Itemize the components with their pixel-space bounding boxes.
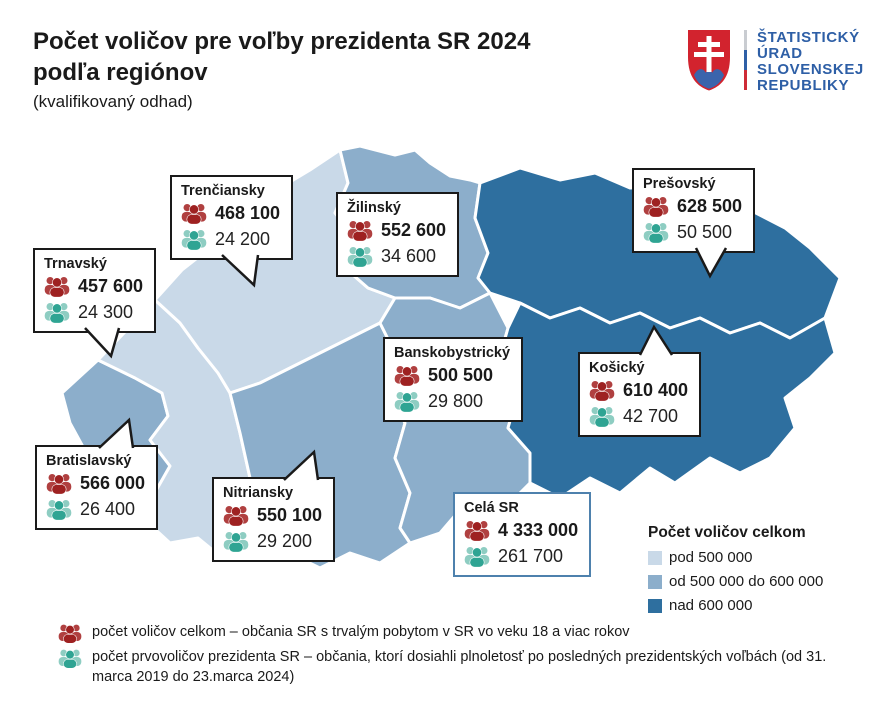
users-red-icon [58, 623, 82, 643]
legend-swatch-dark [648, 598, 662, 613]
users-teal-icon [46, 498, 72, 520]
legend-label: pod 500 000 [669, 549, 753, 566]
footnote-text: počet prvovoličov prezidenta SR – občani… [92, 649, 827, 685]
total-voters-value: 628 500 [677, 195, 743, 216]
first-voters-value: 261 700 [498, 545, 564, 566]
footnote-first-voters: počet prvovoličov prezidenta SR – občani… [58, 647, 858, 687]
logo-line2: ÚRAD [757, 45, 803, 62]
statistical-office-logo: ŠTATISTICKÝ ÚRAD SLOVENSKEJ REPUBLIKY [686, 28, 864, 94]
logo-divider [744, 30, 747, 90]
total-voters-value: 468 100 [215, 202, 281, 223]
callout-banskobystricky: Banskobystrický 500 500 29 800 [383, 337, 524, 422]
footnote-total-voters: počet voličov celkom – občania SR s trva… [58, 622, 858, 643]
legend-label: od 500 000 do 600 000 [669, 573, 824, 590]
map-legend: Počet voličov celkom pod 500 000 od 500 … [648, 524, 823, 621]
users-teal-icon [347, 245, 373, 267]
users-red-icon [223, 504, 249, 526]
total-voters-value: 610 400 [623, 379, 689, 400]
page-subtitle: (kvalifikovaný odhad) [33, 92, 193, 111]
callout-pointer [638, 324, 674, 356]
callout-trenciansky: Trenčiansky 468 100 24 200 [170, 175, 294, 288]
first-voters-value: 24 300 [78, 301, 134, 322]
footnote-text: počet voličov celkom – občania SR s trva… [92, 624, 630, 640]
legend-item: nad 600 000 [648, 597, 823, 614]
logo-line4: REPUBLIKY [757, 77, 850, 94]
total-voters-value: 552 600 [381, 219, 447, 240]
users-red-icon [46, 472, 72, 494]
legend-label: nad 600 000 [669, 597, 753, 614]
first-voters-value: 42 700 [623, 405, 679, 426]
callout-nitriansky: Nitriansky 550 100 29 200 [212, 449, 336, 562]
region-name: Prešovský [643, 176, 716, 192]
users-teal-icon [58, 648, 82, 668]
callout-total-sr: Celá SR 4 333 000 261 700 [453, 492, 592, 577]
region-name: Bratislavský [46, 453, 132, 469]
users-red-icon [394, 364, 420, 386]
users-teal-icon [394, 390, 420, 412]
region-name: Košický [589, 360, 645, 376]
total-voters-value: 500 500 [428, 364, 494, 385]
users-teal-icon [44, 301, 70, 323]
logo-line3: SLOVENSKEJ [757, 61, 864, 78]
first-voters-value: 24 200 [215, 228, 271, 249]
region-name: Trenčiansky [181, 183, 265, 199]
logo-line1: ŠTATISTICKÝ [757, 29, 860, 46]
users-red-icon [643, 195, 669, 217]
first-voters-value: 50 500 [677, 221, 733, 242]
slovak-coat-of-arms-icon [688, 30, 730, 91]
callout-zilinsky: Žilinský 552 600 34 600 [336, 192, 460, 277]
users-red-icon [347, 219, 373, 241]
page-title: Počet voličov pre voľby prezidenta SR 20… [33, 26, 530, 88]
legend-title: Počet voličov celkom [648, 524, 806, 541]
users-teal-icon [643, 221, 669, 243]
first-voters-value: 29 800 [428, 390, 484, 411]
users-teal-icon [589, 405, 615, 427]
users-teal-icon [223, 530, 249, 552]
page-title-line2: podľa regiónov [33, 59, 208, 86]
region-name: Nitriansky [223, 485, 294, 501]
region-name: Žilinský [347, 200, 401, 216]
total-voters-value: 4 333 000 [498, 519, 579, 540]
legend-swatch-medium [648, 574, 662, 589]
legend-item: od 500 000 do 600 000 [648, 573, 823, 590]
callout-presovsky: Prešovský 628 500 50 500 [632, 168, 756, 279]
total-sr-name: Celá SR [464, 500, 519, 516]
callout-kosicky: Košický 610 400 42 700 [578, 324, 702, 437]
users-red-icon [181, 202, 207, 224]
legend-item: pod 500 000 [648, 549, 823, 566]
first-voters-value: 26 400 [80, 498, 136, 519]
callout-pointer [694, 247, 728, 279]
region-name: Trnavský [44, 256, 107, 272]
callout-pointer [84, 327, 121, 359]
legend-swatch-light [648, 550, 662, 565]
page-title-line1: Počet voličov pre voľby prezidenta SR 20… [33, 28, 531, 55]
footnotes: počet voličov celkom – občania SR s trva… [58, 622, 858, 691]
callout-pointer [283, 449, 320, 481]
total-voters-value: 457 600 [78, 275, 144, 296]
first-voters-value: 29 200 [257, 530, 313, 551]
first-voters-value: 34 600 [381, 245, 437, 266]
callout-pointer [98, 417, 135, 449]
users-red-icon [589, 379, 615, 401]
region-name: Banskobystrický [394, 345, 511, 361]
logo-text: ŠTATISTICKÝ ÚRAD SLOVENSKEJ REPUBLIKY [757, 28, 864, 94]
total-voters-value: 566 000 [80, 472, 146, 493]
callout-trnavsky: Trnavský 457 600 24 300 [33, 248, 157, 359]
callout-bratislavsky: Bratislavský 566 000 26 400 [35, 417, 159, 530]
users-red-icon [464, 519, 490, 541]
users-teal-icon [464, 545, 490, 567]
users-teal-icon [181, 228, 207, 250]
callout-pointer [221, 254, 260, 288]
users-red-icon [44, 275, 70, 297]
total-voters-value: 550 100 [257, 504, 323, 525]
